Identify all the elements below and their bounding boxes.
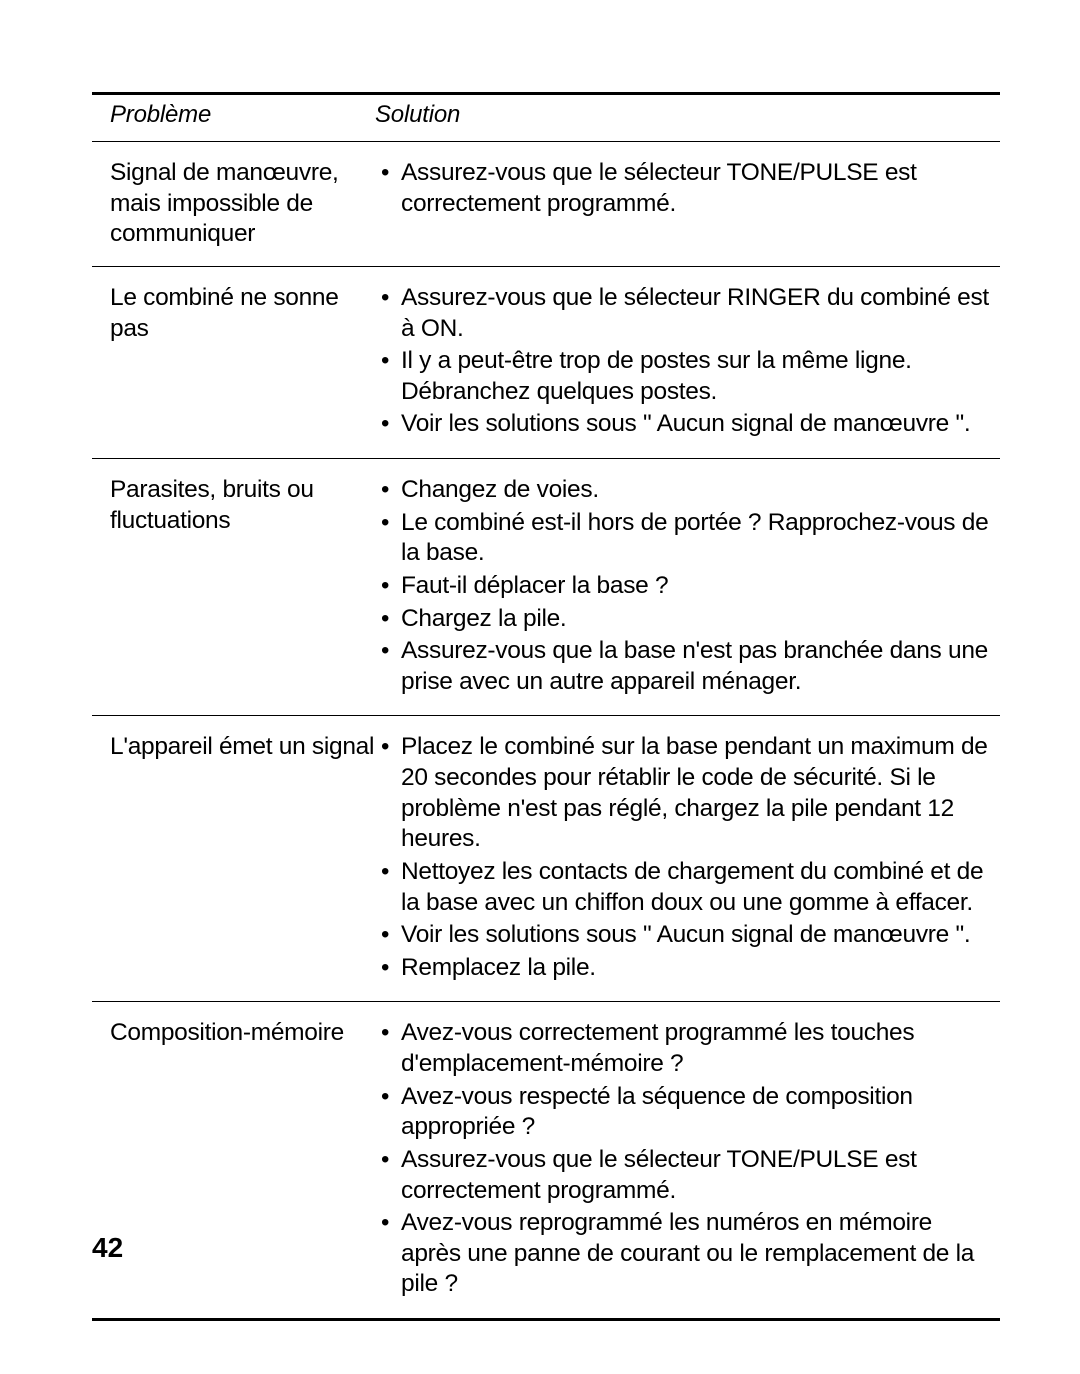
- solution-list: Avez-vous correctement programmé les tou…: [381, 1018, 994, 1300]
- table-row: Parasites, bruits ou fluctuations Change…: [92, 459, 1000, 715]
- solution-item: Avez-vous reprogrammé les numéros en mém…: [381, 1208, 994, 1300]
- solution-item: Avez-vous respecté la séquence de compos…: [381, 1082, 994, 1143]
- solution-item: Remplacez la pile.: [381, 953, 994, 984]
- solution-item: Faut-il déplacer la base ?: [381, 571, 994, 602]
- solution-cell: Placez le combiné sur la base pendant un…: [381, 716, 1000, 1001]
- table-section: L'appareil émet un signal Placez le comb…: [92, 716, 1000, 1001]
- table-row: Composition-mémoire Avez-vous correcteme…: [92, 1002, 1000, 1318]
- table-row: Le combiné ne sonne pas Assurez-vous que…: [92, 267, 1000, 458]
- solution-item: Voir les solutions sous " Aucun signal d…: [381, 409, 994, 440]
- solution-item: Le combiné est-il hors de portée ? Rappr…: [381, 508, 994, 569]
- solution-item: Assurez-vous que la base n'est pas branc…: [381, 636, 994, 697]
- solution-list: Assurez-vous que le sélecteur TONE/PULSE…: [381, 158, 994, 219]
- col-header-solution: Solution: [375, 95, 1000, 141]
- table-section: Composition-mémoire Avez-vous correcteme…: [92, 1002, 1000, 1318]
- solution-item: Assurez-vous que le sélecteur TONE/PULSE…: [381, 1145, 994, 1206]
- solution-item: Il y a peut-être trop de postes sur la m…: [381, 346, 994, 407]
- solution-list: Placez le combiné sur la base pendant un…: [381, 732, 994, 983]
- table-section: Parasites, bruits ou fluctuations Change…: [92, 459, 1000, 715]
- problem-cell: Le combiné ne sonne pas: [92, 267, 381, 458]
- solution-item: Changez de voies.: [381, 475, 994, 506]
- solution-item: Voir les solutions sous " Aucun signal d…: [381, 920, 994, 951]
- solution-item: Assurez-vous que le sélecteur TONE/PULSE…: [381, 158, 994, 219]
- rule-bottom: [92, 1318, 1000, 1321]
- table-section: Signal de manœuvre, mais impossible de c…: [92, 142, 1000, 266]
- solution-cell: Avez-vous correctement programmé les tou…: [381, 1002, 1000, 1318]
- solution-item: Nettoyez les contacts de chargement du c…: [381, 857, 994, 918]
- page-number: 42: [92, 1232, 123, 1264]
- problem-cell: Composition-mémoire: [92, 1002, 381, 1318]
- solution-list: Assurez-vous que le sélecteur RINGER du …: [381, 283, 994, 440]
- solution-cell: Assurez-vous que le sélecteur RINGER du …: [381, 267, 1000, 458]
- table-row: L'appareil émet un signal Placez le comb…: [92, 716, 1000, 1001]
- troubleshoot-table: Problème Solution: [92, 95, 1000, 141]
- page: Problème Solution Signal de manœuvre, ma…: [0, 0, 1080, 1374]
- table-row: Signal de manœuvre, mais impossible de c…: [92, 142, 1000, 266]
- problem-cell: Signal de manœuvre, mais impossible de c…: [92, 142, 381, 266]
- solution-list: Changez de voies. Le combiné est-il hors…: [381, 475, 994, 697]
- solution-cell: Assurez-vous que le sélecteur TONE/PULSE…: [381, 142, 1000, 266]
- table-section: Le combiné ne sonne pas Assurez-vous que…: [92, 267, 1000, 458]
- problem-cell: Parasites, bruits ou fluctuations: [92, 459, 381, 715]
- solution-item: Assurez-vous que le sélecteur RINGER du …: [381, 283, 994, 344]
- solution-item: Placez le combiné sur la base pendant un…: [381, 732, 994, 855]
- col-header-problem: Problème: [92, 95, 375, 141]
- solution-item: Chargez la pile.: [381, 604, 994, 635]
- solution-cell: Changez de voies. Le combiné est-il hors…: [381, 459, 1000, 715]
- table-header-row: Problème Solution: [92, 95, 1000, 141]
- problem-cell: L'appareil émet un signal: [92, 716, 381, 1001]
- solution-item: Avez-vous correctement programmé les tou…: [381, 1018, 994, 1079]
